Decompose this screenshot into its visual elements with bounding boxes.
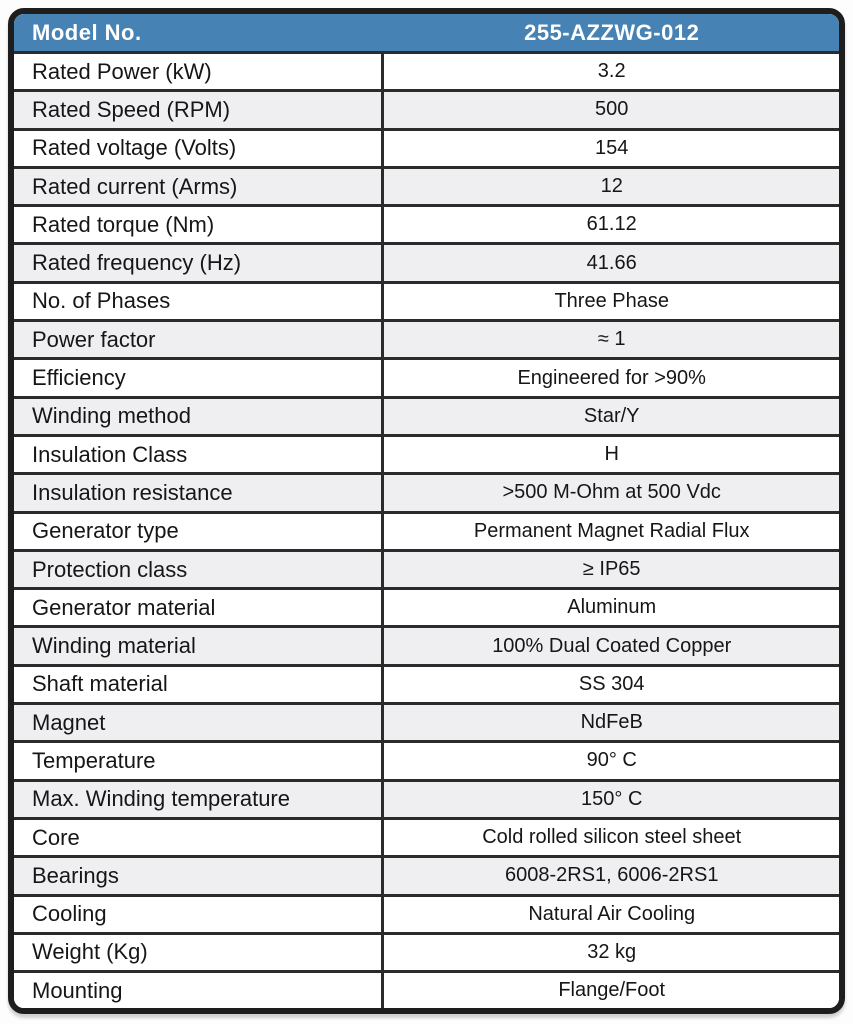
table-row: No. of Phases Three Phase xyxy=(14,280,839,320)
spec-value: Flange/Foot xyxy=(558,979,666,1002)
spec-label: No. of Phases xyxy=(14,283,385,320)
specification-table: Model No. 255-AZZWG-012 Rated Power (kW)… xyxy=(8,8,845,1015)
spec-label: Insulation Class xyxy=(14,436,385,473)
spec-value: Aluminum xyxy=(567,596,657,619)
spec-label: Shaft material xyxy=(14,666,385,703)
spec-value: 3.2 xyxy=(597,60,626,83)
spec-label: Generator type xyxy=(14,513,385,549)
spec-label: Temperature xyxy=(14,743,385,779)
table-row: Rated frequency (Hz) 41.66 xyxy=(14,242,839,281)
spec-label: Rated torque (Nm) xyxy=(14,207,385,243)
table-row: Core Cold rolled silicon steel sheet xyxy=(14,816,839,856)
spec-value: Engineered for >90% xyxy=(517,366,706,389)
table-row: Magnet NdFeB xyxy=(14,702,839,741)
table-row: Generator material Aluminum xyxy=(14,587,839,626)
spec-label: Weight (Kg) xyxy=(14,934,385,971)
model-no-header-label: Model No. xyxy=(32,19,142,45)
spec-value: H xyxy=(604,443,619,466)
spec-label: Rated current (Arms) xyxy=(14,168,385,205)
spec-label: Power factor xyxy=(14,322,385,358)
spec-label: Winding method xyxy=(14,398,385,434)
spec-label: Max. Winding temperature xyxy=(14,781,385,817)
table-row: Weight (Kg) 32 kg xyxy=(14,931,839,971)
spec-value: 6008-2RS1, 6006-2RS1 xyxy=(504,864,719,887)
table-row: Mounting Flange/Foot xyxy=(14,970,839,1009)
table-row: Temperature 90° C xyxy=(14,740,839,779)
spec-value: Natural Air Cooling xyxy=(528,902,696,925)
spec-label: Rated frequency (Hz) xyxy=(14,245,385,281)
table-header-row: Model No. 255-AZZWG-012 xyxy=(14,14,839,51)
table-row: Generator type Permanent Magnet Radial F… xyxy=(14,510,839,549)
table-row: Power factor ≈ 1 xyxy=(14,319,839,358)
spec-value: Permanent Magnet Radial Flux xyxy=(473,519,750,542)
table-body: Rated Power (kW) 3.2 Rated Speed (RPM) 5… xyxy=(14,51,839,1009)
spec-value: >500 M-Ohm at 500 Vdc xyxy=(502,481,721,504)
table-row: Max. Winding temperature 150° C xyxy=(14,778,839,817)
spec-label: Bearings xyxy=(14,858,385,894)
table-row: Insulation resistance >500 M-Ohm at 500 … xyxy=(14,472,839,511)
table-row: Cooling Natural Air Cooling xyxy=(14,893,839,932)
spec-label: Rated voltage (Volts) xyxy=(14,130,385,166)
table-row: Rated Speed (RPM) 500 xyxy=(14,89,839,128)
spec-value: 150° C xyxy=(581,787,643,810)
spec-value: 61.12 xyxy=(586,213,637,236)
spec-value: ≥ IP65 xyxy=(582,558,641,580)
table-row: Bearings 6008-2RS1, 6006-2RS1 xyxy=(14,855,839,894)
table-row: Winding material 100% Dual Coated Copper xyxy=(14,625,839,664)
table-row: Efficiency Engineered for >90% xyxy=(14,357,839,396)
spec-value: 500 xyxy=(595,98,629,121)
spec-label: Rated Speed (RPM) xyxy=(14,92,385,128)
spec-value: Three Phase xyxy=(554,289,669,312)
spec-value: 100% Dual Coated Copper xyxy=(492,634,732,657)
spec-label: Efficiency xyxy=(14,360,385,396)
model-no-header-value: 255-AZZWG-012 xyxy=(524,19,700,45)
spec-value: 90° C xyxy=(586,749,637,772)
spec-label: Cooling xyxy=(14,896,385,932)
spec-value: Cold rolled silicon steel sheet xyxy=(482,826,742,849)
spec-value: NdFeB xyxy=(580,711,643,734)
table-row: Rated current (Arms) 12 xyxy=(14,165,839,205)
spec-label: Winding material xyxy=(14,628,385,664)
table-row: Rated Power (kW) 3.2 xyxy=(14,51,839,90)
spec-value: 32 kg xyxy=(587,940,637,963)
spec-value: SS 304 xyxy=(578,672,645,695)
table-row: Winding method Star/Y xyxy=(14,395,839,434)
spec-label: Protection class xyxy=(14,551,385,588)
spec-label: Rated Power (kW) xyxy=(14,54,385,90)
table-row: Shaft material SS 304 xyxy=(14,663,839,703)
spec-value: 154 xyxy=(595,136,629,159)
table-row: Rated torque (Nm) 61.12 xyxy=(14,204,839,243)
spec-label: Magnet xyxy=(14,705,385,741)
spec-label: Mounting xyxy=(14,973,385,1009)
spec-value: 41.66 xyxy=(586,251,637,274)
table-row: Rated voltage (Volts) 154 xyxy=(14,127,839,166)
spec-label: Insulation resistance xyxy=(14,475,385,511)
table-row: Insulation Class H xyxy=(14,433,839,473)
spec-value: Star/Y xyxy=(583,404,640,427)
spec-label: Core xyxy=(14,819,385,856)
spec-value: ≈ 1 xyxy=(597,328,626,351)
table-row: Protection class ≥ IP65 xyxy=(14,548,839,588)
spec-value: 12 xyxy=(600,175,623,198)
spec-label: Generator material xyxy=(14,590,385,626)
